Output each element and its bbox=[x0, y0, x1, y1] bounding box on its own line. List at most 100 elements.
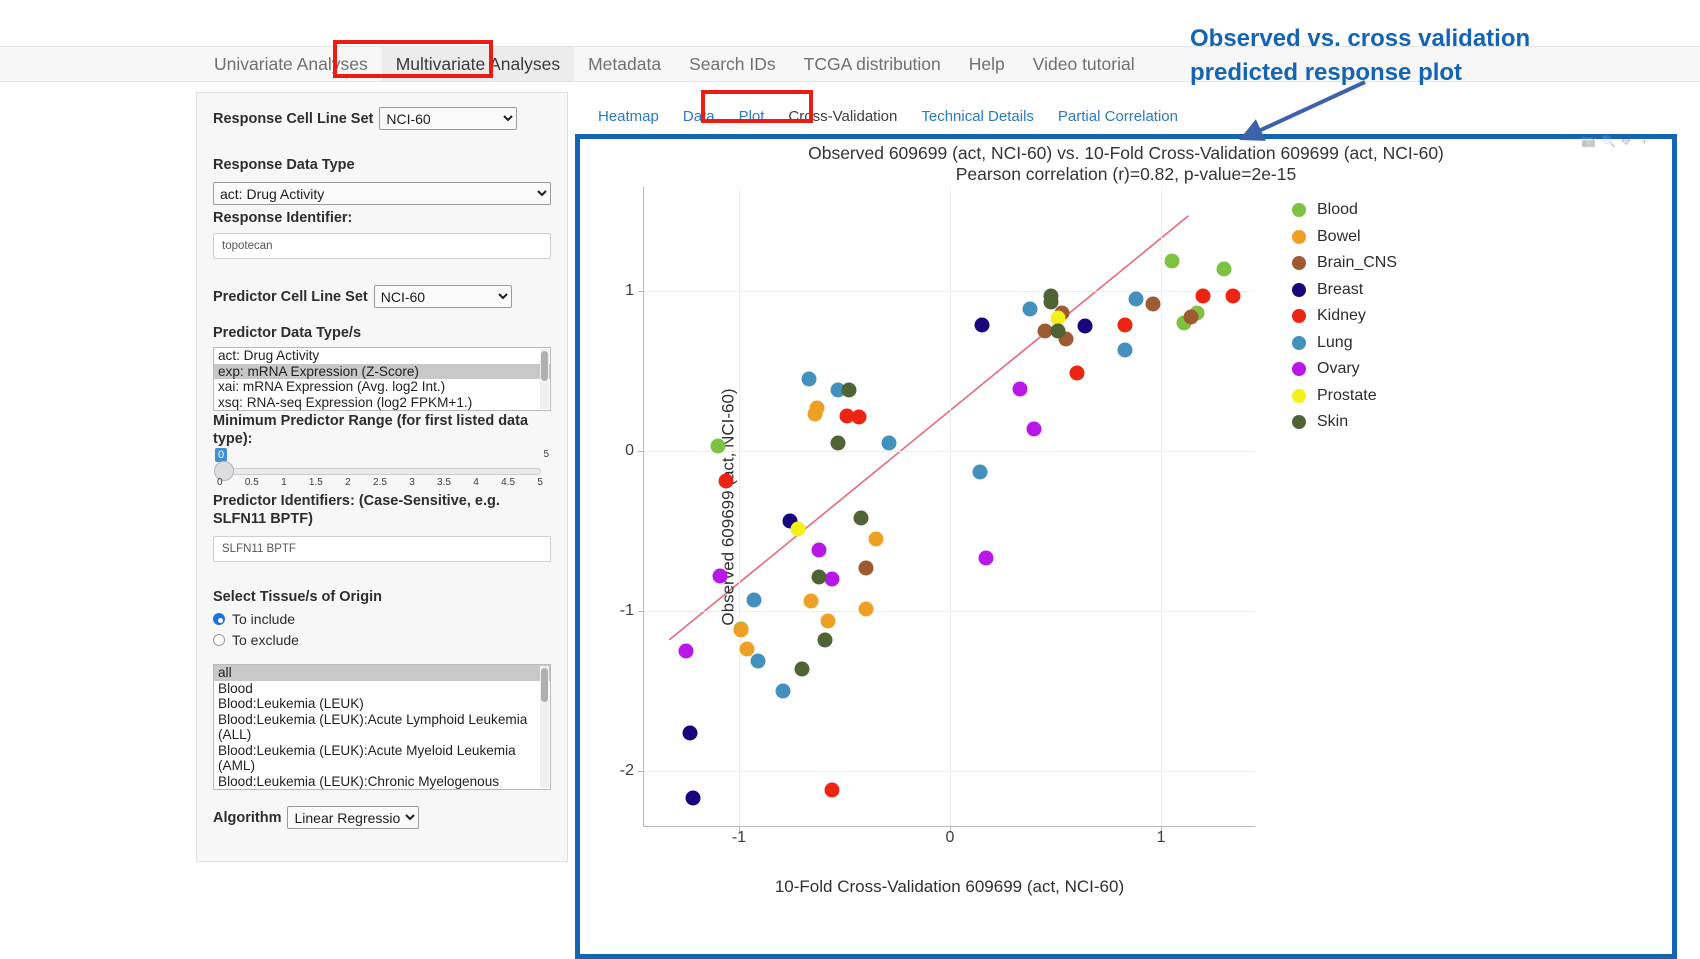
nav-item-tcga-distribution[interactable]: TCGA distribution bbox=[803, 54, 941, 74]
scatter-point[interactable] bbox=[858, 601, 874, 617]
scatter-point[interactable] bbox=[1050, 323, 1066, 339]
scatter-point[interactable] bbox=[1145, 296, 1161, 312]
predictor-data-types-listbox[interactable]: act: Drug Activity exp: mRNA Expression (… bbox=[213, 347, 551, 411]
scatter-point[interactable] bbox=[790, 521, 806, 537]
scatter-point[interactable] bbox=[739, 641, 755, 657]
response-data-type-select[interactable]: act: Drug Activity bbox=[213, 182, 551, 205]
legend-item-prostate[interactable]: Prostate bbox=[1292, 383, 1522, 410]
tissue-exclude-radio[interactable] bbox=[213, 634, 225, 646]
scatter-point[interactable] bbox=[801, 371, 817, 387]
response-cell-line-set-select[interactable]: NCI-60 bbox=[379, 107, 518, 130]
tissue-option[interactable]: Blood:Leukemia (LEUK) bbox=[218, 696, 364, 711]
plot-tab-data[interactable]: Data bbox=[682, 108, 715, 125]
algorithm-select[interactable]: Linear Regression bbox=[287, 806, 420, 829]
plot-tab-technical-details[interactable]: Technical Details bbox=[921, 108, 1034, 125]
predictor-data-type-option[interactable]: exp: mRNA Expression (Z-Score) bbox=[214, 363, 550, 379]
legend-item-breast[interactable]: Breast bbox=[1292, 277, 1522, 304]
scatter-point[interactable] bbox=[978, 550, 994, 566]
scatter-point[interactable] bbox=[1043, 294, 1059, 310]
pan-icon[interactable]: ✥ bbox=[1621, 134, 1632, 148]
legend-item-brain_cns[interactable]: Brain_CNS bbox=[1292, 250, 1522, 277]
scatter-point[interactable] bbox=[794, 661, 810, 677]
predictor-data-type-option[interactable]: xsq: RNA-seq Expression (log2 FPKM+1.) bbox=[218, 394, 473, 410]
scatter-point[interactable] bbox=[1037, 323, 1053, 339]
scatter-point[interactable] bbox=[685, 790, 701, 806]
scatter-point[interactable] bbox=[1050, 310, 1066, 326]
nav-item-metadata[interactable]: Metadata bbox=[588, 54, 662, 74]
predictor-cell-line-set-select[interactable]: NCI-60 bbox=[373, 285, 512, 308]
scatter-point[interactable] bbox=[710, 438, 726, 454]
tissue-exclude-radio-row[interactable]: To exclude bbox=[213, 632, 551, 648]
plot-tab-heatmap[interactable]: Heatmap bbox=[598, 108, 659, 125]
tissue-option[interactable]: Blood:Leukemia (LEUK):Acute Lymphoid Leu… bbox=[218, 711, 528, 743]
scatter-point[interactable] bbox=[824, 782, 840, 798]
scatter-point[interactable] bbox=[881, 435, 897, 451]
scatter-point[interactable] bbox=[712, 568, 728, 584]
scatter-point[interactable] bbox=[868, 531, 884, 547]
predictor-identifiers-input[interactable] bbox=[213, 536, 551, 562]
plot-tab-partial-correlation[interactable]: Partial Correlation bbox=[1057, 108, 1178, 125]
plot-tab-plot[interactable]: Plot bbox=[738, 108, 765, 125]
scatter-point[interactable] bbox=[830, 435, 846, 451]
scatter-point[interactable] bbox=[1164, 253, 1180, 269]
scatter-point[interactable] bbox=[1183, 309, 1199, 325]
scatter-point[interactable] bbox=[733, 622, 749, 638]
legend-item-bowel[interactable]: Bowel bbox=[1292, 224, 1522, 251]
tissue-option[interactable]: Blood:Leukemia (LEUK):Chronic Myelogenou… bbox=[218, 773, 500, 789]
tissue-option[interactable]: Blood bbox=[218, 680, 253, 696]
scatter-point[interactable] bbox=[841, 382, 857, 398]
scatter-point[interactable] bbox=[1225, 288, 1241, 304]
scatter-point[interactable] bbox=[1216, 261, 1232, 277]
scatter-point[interactable] bbox=[1128, 291, 1144, 307]
scatter-point[interactable] bbox=[1077, 318, 1093, 334]
legend-item-ovary[interactable]: Ovary bbox=[1292, 356, 1522, 383]
scatter-point[interactable] bbox=[746, 592, 762, 608]
crosshair-icon[interactable]: + bbox=[1641, 134, 1649, 148]
scatter-point[interactable] bbox=[775, 683, 791, 699]
zoom-icon[interactable]: 🔍 bbox=[1601, 134, 1616, 148]
minimum-predictor-range-slider[interactable]: 0 5 0 0.5 1 1.5 2 2.5 3 3.5 4 4.5 5 bbox=[213, 448, 551, 496]
legend-item-skin[interactable]: Skin bbox=[1292, 409, 1522, 436]
scatter-point[interactable] bbox=[858, 560, 874, 576]
scatter-point[interactable] bbox=[1069, 365, 1085, 381]
predictor-data-type-option[interactable]: xai: mRNA Expression (Avg. log2 Int.) bbox=[218, 379, 446, 394]
nav-item-multivariate-analyses[interactable]: Multivariate Analyses bbox=[381, 47, 575, 81]
scatter-point[interactable] bbox=[682, 725, 698, 741]
predictor-data-type-option[interactable]: act: Drug Activity bbox=[218, 348, 320, 363]
scatter-point[interactable] bbox=[974, 317, 990, 333]
scatter-point[interactable] bbox=[817, 632, 833, 648]
scatter-point[interactable] bbox=[1117, 317, 1133, 333]
nav-item-search-ids[interactable]: Search IDs bbox=[689, 54, 776, 74]
scatter-point[interactable] bbox=[1022, 301, 1038, 317]
tissue-include-radio-row[interactable]: To include bbox=[213, 611, 551, 627]
legend-item-blood[interactable]: Blood bbox=[1292, 197, 1522, 224]
tissue-option[interactable]: all bbox=[214, 665, 550, 681]
response-identifier-input[interactable] bbox=[213, 233, 551, 259]
nav-item-univariate-analyses[interactable]: Univariate Analyses bbox=[214, 54, 368, 74]
predictor-data-types-scrollbar[interactable] bbox=[540, 349, 549, 409]
scatter-point[interactable] bbox=[1195, 288, 1211, 304]
scatter-point[interactable] bbox=[807, 406, 823, 422]
scatter-point[interactable] bbox=[811, 569, 827, 585]
nav-item-help[interactable]: Help bbox=[968, 54, 1005, 74]
scatter-point[interactable] bbox=[972, 464, 988, 480]
legend-item-kidney[interactable]: Kidney bbox=[1292, 303, 1522, 330]
scatter-point[interactable] bbox=[824, 571, 840, 587]
slider-handle[interactable] bbox=[214, 461, 234, 481]
scatter-point[interactable] bbox=[1117, 342, 1133, 358]
tissue-option[interactable]: Blood:Leukemia (LEUK):Acute Myeloid Leuk… bbox=[218, 742, 516, 774]
scatter-point[interactable] bbox=[803, 593, 819, 609]
scatter-point[interactable] bbox=[851, 409, 867, 425]
scatter-point[interactable] bbox=[820, 613, 836, 629]
scatter-point[interactable] bbox=[853, 510, 869, 526]
plot-modebar[interactable]: 📷 🔍 ✥ + bbox=[1581, 135, 1654, 148]
legend-item-lung[interactable]: Lung bbox=[1292, 330, 1522, 357]
scatter-point[interactable] bbox=[750, 653, 766, 669]
camera-icon[interactable]: 📷 bbox=[1581, 134, 1596, 148]
scatter-point[interactable] bbox=[811, 542, 827, 558]
slider-track[interactable] bbox=[217, 468, 541, 475]
scatter-point[interactable] bbox=[678, 643, 694, 659]
scatter-point[interactable] bbox=[839, 408, 855, 424]
scatter-point[interactable] bbox=[1012, 381, 1028, 397]
scatter-point[interactable] bbox=[718, 473, 734, 489]
